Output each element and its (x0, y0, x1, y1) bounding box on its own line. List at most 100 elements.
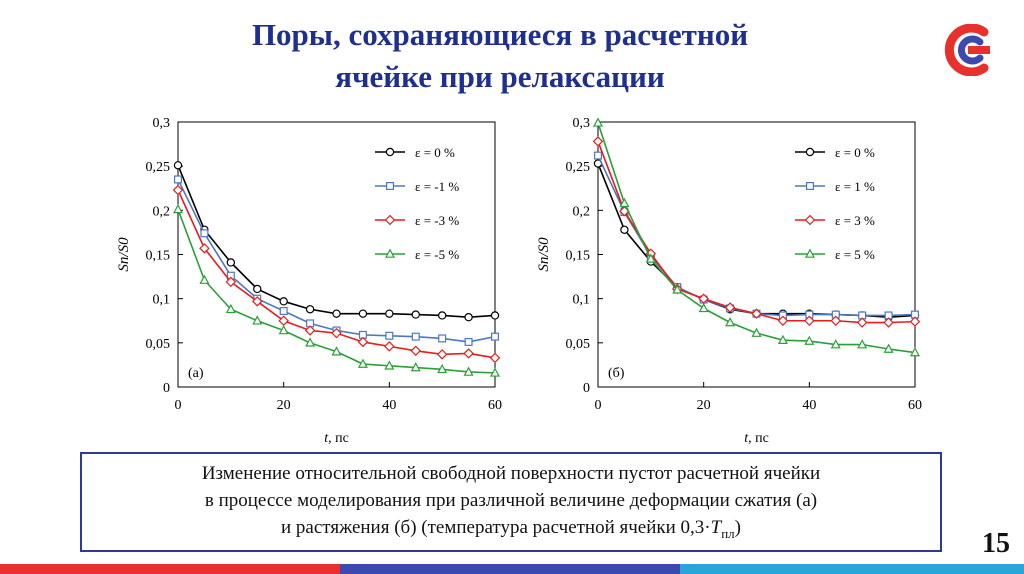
y-tick-label: 0,25 (566, 160, 591, 175)
series-3 (592, 117, 921, 357)
data-point (358, 309, 368, 318)
data-point (410, 345, 421, 357)
slide-title-line-1: Поры, сохраняющиеся в расчетной (251, 17, 749, 52)
data-point (411, 310, 420, 319)
slide-title-line-2: ячейке при релаксации (335, 59, 665, 94)
data-point (464, 337, 473, 346)
data-point (883, 343, 894, 353)
data-point (804, 315, 815, 326)
series-line (597, 141, 916, 324)
data-point (830, 315, 841, 326)
data-point (437, 311, 447, 320)
series-1 (593, 151, 920, 320)
data-point (751, 308, 762, 319)
data-point (253, 284, 262, 294)
data-point (411, 332, 420, 341)
legend-label: ε = -5 % (415, 247, 459, 262)
series-0 (173, 161, 500, 322)
y-axis-label: Sп/S0 (536, 237, 552, 272)
series-3 (172, 203, 501, 377)
legend-label: ε = 1 % (835, 179, 875, 194)
data-point (725, 317, 736, 327)
legend-label: ε = -3 % (415, 213, 459, 228)
data-point (357, 358, 368, 368)
data-point (252, 315, 263, 325)
data-point (384, 360, 395, 370)
y-tick-label: 0,15 (146, 249, 171, 264)
data-point (225, 303, 236, 314)
y-tick-label: 0,25 (146, 160, 171, 175)
legend-marker (384, 248, 396, 258)
legend-label: ε = -1 % (415, 179, 459, 194)
data-point (172, 184, 184, 196)
data-point (305, 337, 316, 347)
legend-item-2: ε = -3 % (375, 213, 459, 228)
data-point (751, 327, 762, 337)
y-tick-label: 0,2 (573, 204, 591, 219)
chart-compression: 0 0,05 0,1 0,15 0,2 0,25 0,3 0 20 40 60 t, пс Sп/S0 ε… (116, 116, 502, 446)
caption-line-1: Изменение относительной свободной поверх… (201, 463, 821, 484)
caption-line-3-text: и растяжения (б) (температура расчетной … (281, 517, 711, 538)
y-tick-label: 0,05 (566, 337, 591, 352)
x-tick-label: 60 (908, 398, 922, 413)
data-point (857, 339, 868, 349)
page-number: 15 (982, 528, 1010, 559)
data-point (225, 276, 237, 288)
y-tick-label: 0,3 (573, 116, 591, 131)
y-tick-label: 0,1 (573, 293, 591, 308)
data-point (173, 161, 183, 170)
data-point (883, 317, 894, 328)
data-point (200, 229, 209, 238)
y-tick-label: 0,05 (146, 337, 171, 352)
data-point (331, 346, 342, 356)
legend-item-1: ε = 1 % (795, 179, 875, 194)
bottom-bar-cyan (680, 564, 1024, 574)
panel-label: (б) (608, 366, 625, 381)
y-tick-label: 0,1 (153, 293, 171, 308)
data-point (279, 307, 288, 316)
legend-item-0: ε = 0 % (795, 145, 875, 160)
data-point (410, 362, 421, 372)
x-tick-label: 0 (595, 398, 602, 413)
legend-item-0: ε = 0 % (375, 145, 455, 160)
caption-line-2: в процессе моделирования при различной в… (204, 490, 818, 511)
legend-marker (386, 181, 395, 190)
data-point (199, 243, 210, 254)
data-point (279, 297, 288, 306)
data-point (199, 274, 210, 284)
bottom-bar-blue (340, 564, 680, 574)
caption-temperature-var: T (710, 517, 722, 538)
data-point (357, 336, 369, 348)
data-point (464, 313, 473, 322)
data-point (385, 309, 394, 318)
data-point (620, 225, 629, 234)
data-point (909, 316, 921, 327)
chart-tension: 0 0,05 0,1 0,15 0,2 0,25 0,3 0 20 40 60 t, пс Sп/S0 ε… (536, 116, 922, 446)
caption-line-3: и растяжения (б) (температура расчетной … (82, 514, 940, 547)
legend-marker (804, 248, 816, 258)
legend-label: ε = 3 % (835, 213, 875, 228)
x-tick-label: 20 (697, 398, 711, 413)
y-axis-label: Sп/S0 (116, 237, 132, 272)
slide-title: Поры, сохраняющиеся в расчетной ячейке п… (100, 14, 900, 98)
data-point (437, 363, 448, 374)
legend-marker (804, 214, 816, 226)
data-point (593, 151, 602, 160)
data-point (278, 325, 289, 335)
x-tick-label: 40 (802, 398, 816, 413)
data-point (777, 334, 788, 344)
data-point (830, 339, 841, 349)
legend-item-3: ε = -5 % (375, 247, 459, 262)
data-point (490, 311, 500, 320)
legend-label: ε = 0 % (835, 145, 875, 160)
data-point (305, 305, 315, 314)
data-point (172, 203, 184, 214)
data-point (173, 175, 182, 184)
y-tick-label: 0,15 (566, 249, 591, 264)
legend-marker (806, 181, 815, 190)
data-point (698, 302, 709, 313)
y-tick-label: 0,2 (153, 204, 171, 219)
legend-marker (805, 147, 815, 157)
data-point (777, 315, 789, 326)
y-tick-label: 0 (583, 381, 590, 396)
